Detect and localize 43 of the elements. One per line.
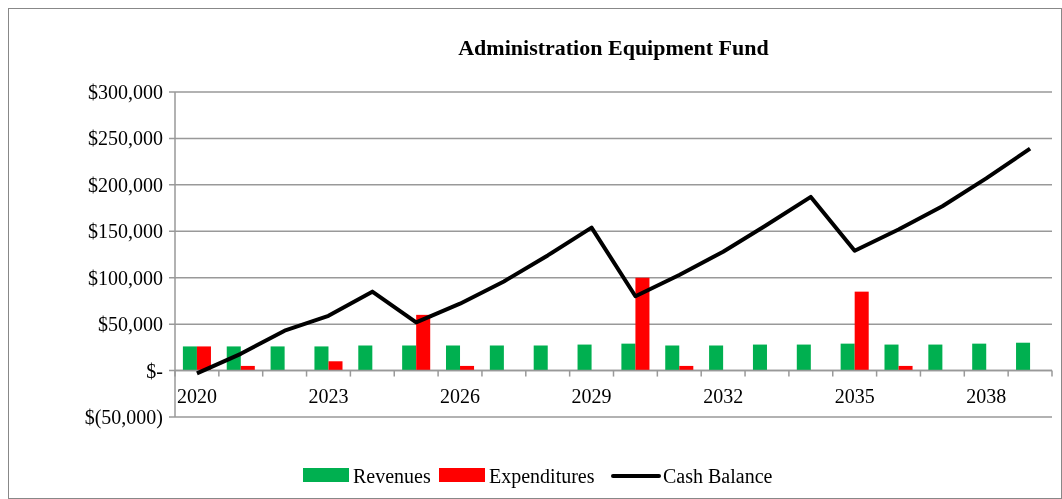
legend-label: Revenues (353, 465, 431, 487)
y-tick-label: $- (146, 359, 163, 382)
bar (416, 314, 431, 371)
bar (1016, 342, 1031, 371)
bar (884, 344, 899, 371)
bar (314, 346, 329, 371)
line-series (194, 146, 1033, 376)
x-tick-label: 2029 (571, 384, 612, 407)
y-tick-label: $150,000 (88, 220, 163, 243)
y-tick-label: $300,000 (88, 81, 163, 103)
x-tick-label: 2038 (966, 384, 1007, 407)
x-tick-label: 2023 (308, 384, 349, 407)
bar (533, 345, 548, 371)
bar (709, 345, 724, 371)
bar (752, 344, 767, 371)
y-tick-label: $250,000 (88, 127, 163, 150)
bar (402, 345, 417, 371)
bar (270, 346, 285, 371)
bar (665, 345, 680, 371)
chart-title: Administration Equipment Fund (458, 35, 769, 60)
bar (328, 361, 343, 371)
bar (840, 343, 855, 371)
bar (445, 345, 461, 371)
y-tick-label: $100,000 (88, 266, 163, 289)
bar (635, 277, 650, 371)
bar (182, 346, 197, 371)
x-tick-label: 2026 (440, 384, 481, 407)
bar (489, 345, 504, 371)
legend-label: Expenditures (489, 465, 595, 488)
bar (358, 345, 373, 371)
bar (928, 344, 943, 371)
bar (796, 344, 811, 371)
x-tick-label: 2032 (703, 384, 744, 407)
legend-label: Cash Balance (663, 465, 773, 487)
bar (972, 343, 987, 371)
bar (854, 291, 869, 371)
x-tick-label: 2020 (176, 384, 217, 407)
y-tick-label: $(50,000) (84, 406, 163, 429)
y-tick-label: $50,000 (98, 313, 163, 336)
bar (577, 344, 592, 371)
bar (621, 343, 636, 371)
y-tick-label: $200,000 (88, 173, 163, 196)
x-tick-label: 2035 (834, 384, 875, 407)
